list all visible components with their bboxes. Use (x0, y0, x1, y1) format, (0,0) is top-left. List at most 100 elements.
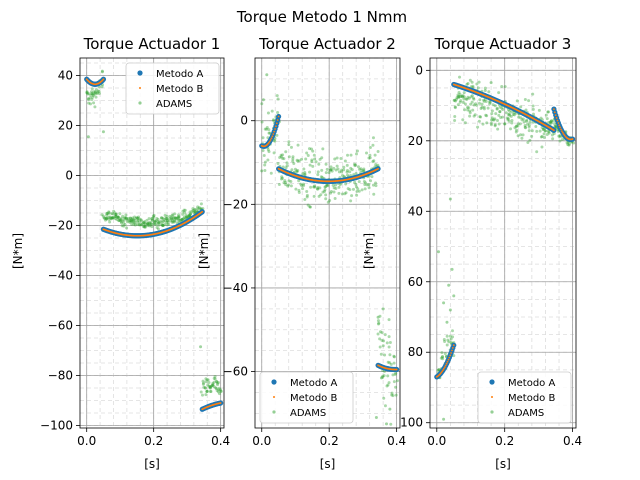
adams-point (391, 394, 395, 398)
adams-point (129, 218, 133, 222)
adams-point (468, 78, 472, 82)
adams-point (511, 112, 515, 116)
adams-point (268, 131, 272, 135)
chart-panels: 0.0 0.2 0.4 40 20 0 −20 −40 −60 −80 −100 Torque Act… (11, 35, 582, 471)
adams-point (472, 103, 476, 107)
adams-point (572, 141, 576, 145)
legend-marker (273, 396, 275, 398)
adams-point (287, 140, 291, 144)
metodo-b-point (395, 368, 398, 371)
adams-point (378, 337, 382, 341)
adams-point (302, 184, 306, 188)
adams-point (316, 173, 320, 177)
adams-point (525, 119, 529, 123)
adams-point (115, 218, 119, 222)
adams-point (172, 215, 176, 219)
adams-point (308, 205, 312, 209)
adams-point (279, 155, 283, 159)
adams-point (130, 220, 134, 224)
adams-point (436, 250, 440, 254)
adams-point (148, 224, 152, 228)
adams-point (187, 213, 191, 217)
adams-point (538, 129, 542, 133)
adams-point (177, 217, 181, 221)
adams-point (549, 119, 553, 123)
adams-point (325, 183, 329, 187)
adams-point (309, 185, 313, 189)
adams-point (461, 118, 465, 122)
adams-point (355, 189, 359, 193)
adams-point (458, 93, 462, 97)
adams-point (535, 129, 539, 133)
adams-point (547, 121, 551, 125)
adams-point (320, 168, 324, 172)
adams-point (161, 224, 165, 228)
adams-point (203, 386, 207, 390)
adams-point (382, 396, 386, 400)
adams-point (143, 220, 147, 224)
adams-point (150, 218, 154, 222)
adams-point (311, 164, 315, 168)
adams-point (90, 90, 94, 94)
adams-point (323, 185, 327, 189)
adams-point (108, 220, 112, 224)
adams-point (136, 216, 140, 220)
adams-point (356, 165, 360, 169)
adams-point (389, 362, 393, 366)
adams-point (386, 383, 390, 387)
adams-point (114, 213, 118, 217)
adams-point (383, 333, 387, 337)
adams-point (498, 110, 502, 114)
y-axis-label: [N*m] (11, 233, 25, 269)
metodo-b-point (102, 78, 105, 81)
adams-point (142, 221, 146, 225)
metodo-b-point (274, 128, 276, 130)
adams-point (516, 134, 520, 138)
adams-point (315, 187, 319, 191)
adams-point (340, 168, 344, 172)
adams-point (300, 184, 304, 188)
adams-point (296, 169, 300, 173)
adams-point (462, 95, 466, 99)
adams-point (186, 215, 190, 219)
legend: Metodo A Metodo B ADAMS (259, 371, 354, 424)
adams-point (86, 135, 90, 139)
adams-point (531, 112, 535, 116)
adams-point (188, 213, 192, 217)
plot-frame (79, 57, 225, 429)
legend-entry: Metodo A (290, 378, 337, 389)
adams-point (354, 163, 358, 167)
metodo-b-point (561, 130, 563, 133)
adams-point (544, 129, 548, 133)
adams-point (126, 217, 130, 221)
x-tick-label: 0.4 (211, 434, 230, 448)
adams-point (140, 219, 144, 223)
adams-point (343, 159, 347, 163)
metodo-b-point (558, 124, 561, 127)
adams-point (324, 193, 328, 197)
adams-point (537, 108, 541, 112)
adams-point (504, 111, 508, 115)
metodo-b-point (559, 126, 562, 129)
panel-title: Torque Actuador 1 (83, 35, 221, 53)
adams-point (97, 85, 101, 89)
legend-box (125, 62, 220, 115)
series-adams (85, 69, 223, 397)
adams-point (445, 343, 449, 347)
adams-point (90, 92, 94, 96)
adams-point (394, 393, 398, 397)
y-tick-label: −60 (48, 319, 73, 333)
adams-point (116, 216, 120, 220)
adams-point (266, 158, 270, 162)
adams-point (467, 106, 471, 110)
adams-point (458, 75, 462, 79)
adams-point (143, 225, 147, 229)
adams-point (383, 404, 387, 408)
adams-point (199, 390, 203, 394)
adams-point (495, 119, 499, 123)
adams-point (515, 124, 519, 128)
adams-point (482, 107, 486, 111)
adams-point (218, 388, 222, 392)
adams-point (453, 98, 457, 102)
adams-point (284, 150, 288, 154)
